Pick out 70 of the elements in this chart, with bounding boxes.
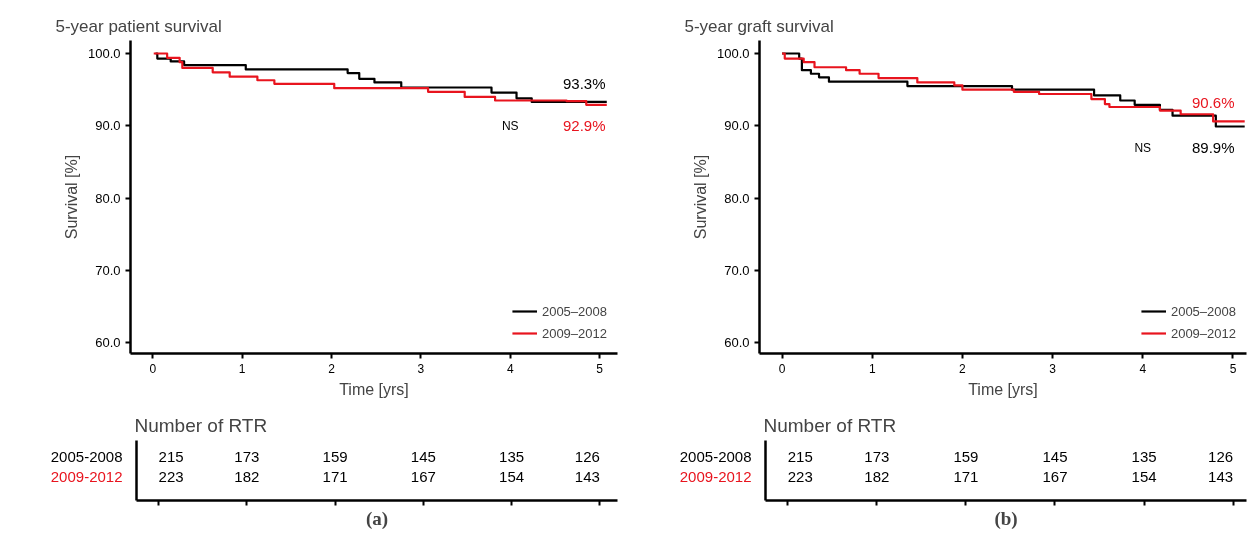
text: 223 (158, 467, 184, 485)
text: 215 (787, 447, 813, 465)
x-tick-label: 1 (868, 361, 876, 376)
text: 159 (322, 447, 348, 465)
y-tick-label: 80.0 (95, 190, 121, 206)
chart-title: 5-year patient survival (55, 16, 222, 36)
text: 167 (410, 467, 436, 485)
annotation: NS (501, 118, 519, 133)
text: Number of RTR (763, 414, 897, 436)
y-tick-label: 100.0 (87, 46, 121, 62)
text: 135 (1131, 447, 1157, 465)
annotation: 89.9% (1191, 138, 1235, 156)
y-tick-label: 80.0 (724, 190, 750, 206)
y-axis-title: Survival [%] (62, 154, 80, 240)
y-tick-label: 90.0 (95, 118, 121, 134)
text: Number of RTR (134, 414, 268, 436)
y-tick-label: 90.0 (724, 118, 750, 134)
y-axis-title: Survival [%] (691, 154, 709, 240)
legend-label: 2005–2008 (1170, 303, 1236, 319)
text: 171 (322, 467, 348, 485)
annotation: 93.3% (562, 74, 606, 92)
x-tick-label: 2 (328, 361, 336, 376)
text: 135 (499, 447, 525, 465)
y-tick-label: 100.0 (716, 46, 750, 62)
text: (a) (365, 507, 389, 530)
x-tick-label: 3 (417, 361, 425, 376)
text: 145 (1042, 447, 1068, 465)
text: 2005-2008 (679, 447, 752, 465)
text: 143 (1208, 467, 1234, 485)
annotation: NS (1134, 140, 1152, 155)
x-tick-label: 0 (149, 361, 157, 376)
x-tick-label: 0 (778, 361, 786, 376)
text: 215 (158, 447, 184, 465)
annotation: 90.6% (1191, 94, 1235, 112)
y-tick-label: 70.0 (95, 262, 121, 278)
x-axis-title: Time [yrs] (339, 380, 409, 398)
y-tick-label: 60.0 (95, 335, 121, 351)
text: 2005-2008 (50, 447, 123, 465)
x-tick-label: 3 (1049, 361, 1057, 376)
text: 126 (574, 447, 600, 465)
text: 126 (1208, 447, 1234, 465)
text: 2009-2012 (50, 467, 123, 485)
text: 171 (953, 467, 979, 485)
text: 182 (864, 467, 890, 485)
x-tick-label: 1 (238, 361, 246, 376)
text: 173 (864, 447, 890, 465)
text: 182 (234, 467, 260, 485)
x-tick-label: 2 (959, 361, 967, 376)
text: 143 (574, 467, 600, 485)
text: 173 (234, 447, 260, 465)
text: 2009-2012 (679, 467, 752, 485)
legend-label: 2005–2008 (541, 303, 607, 319)
legend-label: 2009–2012 (1170, 325, 1236, 341)
text: 154 (1131, 467, 1157, 485)
text: 154 (499, 467, 525, 485)
annotation: 92.9% (562, 116, 606, 134)
x-axis-title: Time [yrs] (968, 380, 1038, 398)
legend-label: 2009–2012 (541, 325, 607, 341)
chart-title: 5-year graft survival (684, 16, 834, 36)
text: 167 (1042, 467, 1068, 485)
x-tick-label: 4 (506, 361, 514, 376)
text: 223 (787, 467, 813, 485)
y-tick-label: 60.0 (724, 335, 750, 351)
text: 159 (953, 447, 979, 465)
y-tick-label: 70.0 (724, 262, 750, 278)
text: 145 (410, 447, 436, 465)
text: (b) (994, 507, 1018, 530)
x-tick-label: 5 (1229, 361, 1237, 376)
x-tick-label: 5 (596, 361, 604, 376)
x-tick-label: 4 (1139, 361, 1147, 376)
